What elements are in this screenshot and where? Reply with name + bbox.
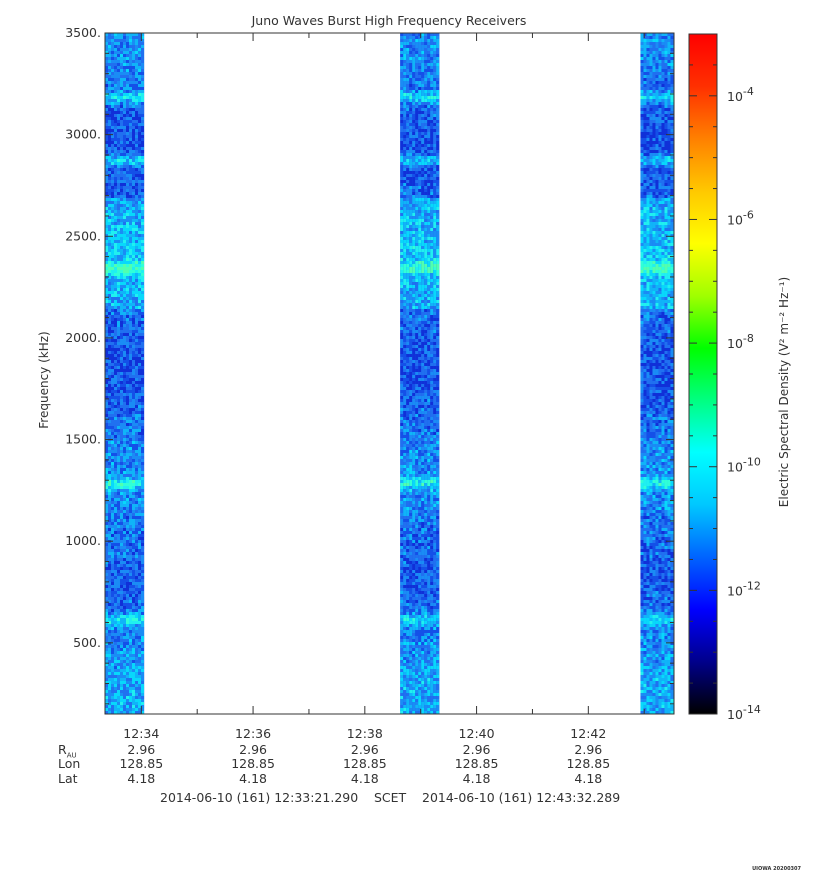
burst-layer [105,33,674,714]
colorbar-tick-label: 10-6 [727,208,754,227]
colorbar-tick-label: 10-10 [727,456,761,475]
ephem-lon-value: 128.85 [454,756,499,771]
x-tick-label: 12:36 [235,726,271,741]
y-tick-label: 2000. [65,330,101,345]
colorbar-label: Electric Spectral Density (V² m⁻² Hz⁻¹) [777,277,791,507]
plot-frame [104,32,675,715]
ephem-r-value: 2.96 [574,742,603,757]
x-tick-label: 12:34 [123,726,159,741]
ephem-lat-value: 4.18 [462,771,491,786]
chart-title: Juno Waves Burst High Frequency Receiver… [251,13,527,28]
y-tick-label: 2500. [65,228,101,243]
ephem-lat-value: 4.18 [350,771,379,786]
burst-2 [400,33,440,714]
ephem-label-r: RAU [58,742,77,760]
ephem-r-value: 2.96 [462,742,491,757]
y-tick-label: 500. [73,635,101,650]
colorbar-tick-label: 10-4 [727,85,754,104]
burst-3 [640,33,674,714]
ephem-lat-value: 4.18 [127,771,156,786]
ephem-lat-value: 4.18 [574,771,603,786]
ephem-r-value: 2.96 [127,742,156,757]
footer-end-time: 2014-06-10 (161) 12:43:32.289 [422,790,621,805]
colorbar-tick-label: 10-14 [727,703,761,722]
y-axis: 500. 1000. 1500. 2000. 2500. 3000. 3500. [65,25,674,705]
ephem-lon-value: 128.85 [231,756,275,771]
spectrogram-chart: Juno Waves Burst High Frequency Receiver… [37,13,791,741]
burst-1 [105,33,145,714]
ephem-r-value: 2.96 [350,742,379,757]
y-axis-label: Frequency (kHz) [37,331,51,428]
colorbar [688,33,718,715]
footer-start-time: 2014-06-10 (161) 12:33:21.290 [160,790,359,805]
ephem-lon-value: 128.85 [566,756,611,771]
x-tick-label: 12:40 [459,726,495,741]
ephem-lat-value: 4.18 [239,771,267,786]
colorbar-tick-label: 10-8 [727,332,754,351]
y-tick-label: 3000. [65,127,101,142]
stamp: UIOWA 20200307 [752,866,801,872]
x-tick-label: 12:38 [347,726,383,741]
y-tick-label: 1000. [65,533,101,548]
ephem-lon-value: 128.85 [342,756,387,771]
y-tick-label: 3500. [65,25,101,40]
y-tick-label: 1500. [65,432,101,447]
ephem-label-lat: Lat [58,771,78,786]
x-tick-label: 12:42 [570,726,606,741]
ephem-label-lon: Lon [58,756,81,771]
footer-scet: SCET [374,790,407,805]
ephem-lon-value: 128.85 [119,756,164,771]
colorbar-tick-label: 10-12 [727,579,761,598]
ephem-r-value: 2.96 [239,742,267,757]
x-axis: 12:34 12:36 12:38 12:40 12:42 [123,33,645,741]
